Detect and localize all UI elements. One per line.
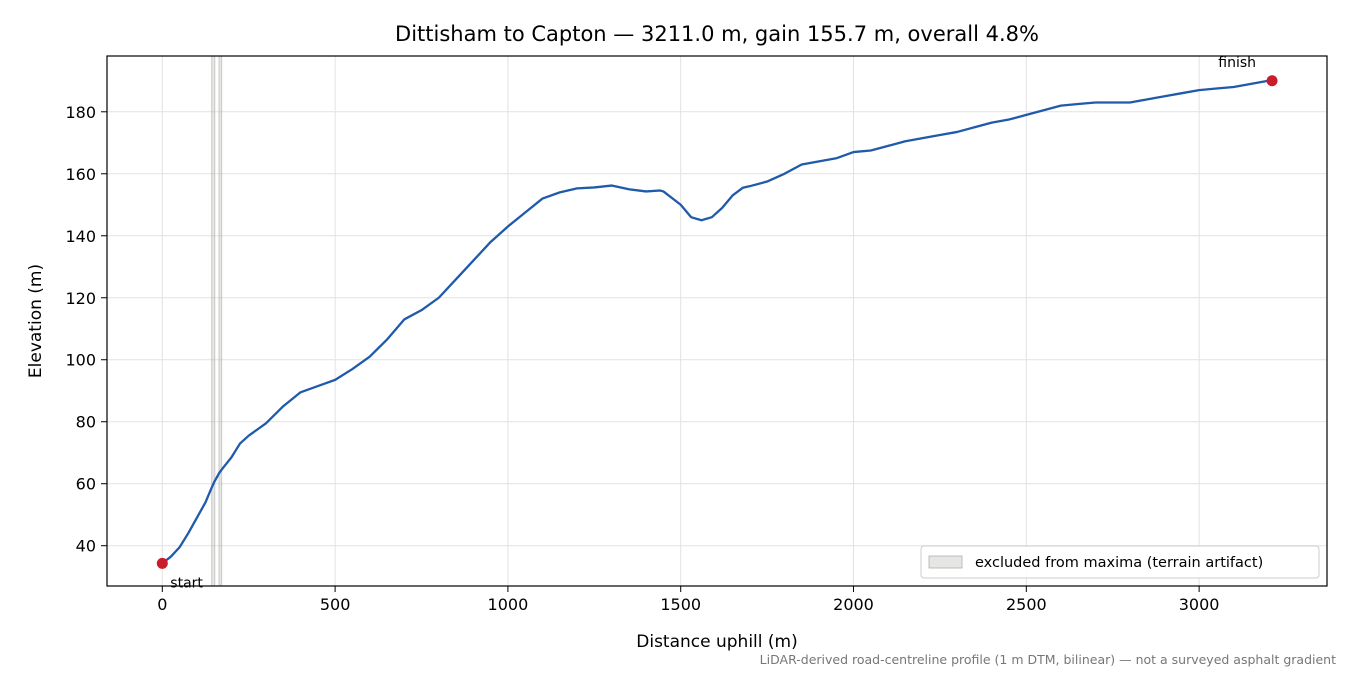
grid-lines	[107, 56, 1327, 586]
finish-marker	[1266, 75, 1278, 87]
y-tick-label: 160	[65, 165, 96, 184]
y-tick-label: 100	[65, 351, 96, 370]
y-tick-label: 140	[65, 227, 96, 246]
x-tick-label: 2000	[833, 595, 874, 614]
x-axis-label: Distance uphill (m)	[636, 632, 797, 652]
elevation-series-line	[161, 79, 1274, 565]
y-tick-label: 60	[76, 475, 96, 494]
legend: excluded from maxima (terrain artifact)	[920, 545, 1320, 579]
plot-frame	[106, 55, 1328, 587]
x-tick-label: 1500	[660, 595, 701, 614]
series-layer	[161, 79, 1274, 565]
footnote: LiDAR-derived road-centreline profile (1…	[760, 652, 1336, 667]
x-tick-label: 2500	[1006, 595, 1047, 614]
y-axis-label: Elevation (m)	[26, 264, 46, 378]
x-tick-label: 3000	[1179, 595, 1220, 614]
finish-label: finish	[1218, 55, 1256, 71]
start-marker	[156, 557, 168, 569]
excluded-region	[211, 55, 216, 587]
endpoint-markers: start finish	[156, 55, 1278, 591]
excluded-region	[218, 55, 223, 587]
start-label: start	[170, 575, 203, 591]
x-tick-label: 500	[320, 595, 351, 614]
y-tick-label: 80	[76, 413, 96, 432]
x-axis-ticks: 0 500 1000 1500 2000 2500 3000	[157, 586, 1219, 614]
legend-frame	[920, 545, 1320, 579]
excluded-regions	[211, 55, 223, 587]
x-tick-label: 0	[157, 595, 167, 614]
y-tick-label: 180	[65, 103, 96, 122]
y-axis-ticks: 40 60 80 100 120 140 160 180	[65, 103, 107, 556]
y-tick-label: 40	[76, 537, 96, 556]
chart-title: Dittisham to Capton — 3211.0 m, gain 155…	[395, 22, 1039, 46]
legend-swatch-excluded	[928, 555, 963, 569]
x-tick-label: 1000	[488, 595, 529, 614]
y-tick-label: 120	[65, 289, 96, 308]
legend-label-excluded: excluded from maxima (terrain artifact)	[975, 555, 1263, 571]
